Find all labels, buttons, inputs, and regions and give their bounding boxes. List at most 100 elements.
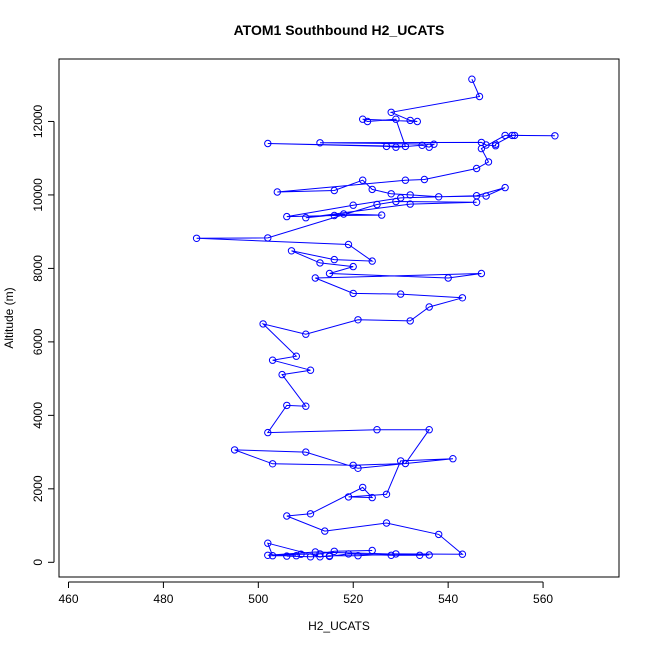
data-point (472, 164, 481, 173)
data-point (330, 547, 338, 555)
data-point (482, 192, 490, 200)
x-tick-label: 500 (248, 592, 268, 606)
data-point (482, 141, 490, 149)
data-point (449, 455, 457, 463)
data-point (268, 552, 277, 560)
y-tick-label: 4000 (31, 402, 45, 429)
data-point (354, 552, 362, 560)
data-point (316, 553, 324, 561)
data-point (382, 490, 391, 498)
y-axis-label: Altitude (m) (2, 287, 16, 348)
data-point (287, 247, 296, 255)
data-point (344, 240, 353, 249)
data-point (283, 212, 291, 221)
data-point (406, 191, 414, 199)
data-point (510, 131, 519, 140)
data-point (316, 550, 324, 558)
x-tick-label: 460 (58, 592, 78, 606)
data-point (382, 142, 391, 151)
data-point (359, 176, 367, 184)
data-point (508, 131, 516, 140)
data-point (302, 214, 310, 222)
data-point (373, 200, 381, 209)
data-point (501, 131, 509, 140)
data-point (297, 550, 305, 558)
data-point (283, 552, 291, 560)
data-point (392, 550, 400, 558)
data-point (368, 493, 376, 502)
data-point (397, 290, 405, 298)
data-point (425, 426, 433, 434)
y-tick-label: 2000 (31, 475, 45, 502)
y-tick-label: 8000 (31, 255, 45, 282)
y-tick-label: 12000 (31, 104, 45, 138)
data-point (397, 457, 405, 465)
data-point (551, 132, 559, 140)
data-point (392, 115, 400, 123)
data-point (413, 117, 421, 126)
data-point (306, 366, 315, 374)
data-point (406, 116, 414, 125)
data-point (311, 548, 319, 556)
data-point (392, 197, 400, 206)
data-point (306, 510, 315, 518)
data-point (264, 234, 272, 242)
y-tick-label: 0 (31, 559, 45, 566)
data-point (373, 426, 381, 434)
data-point (363, 117, 372, 126)
data-point (444, 274, 452, 282)
data-point (368, 546, 376, 555)
data-point (359, 483, 367, 492)
data-point (477, 144, 486, 153)
data-point (387, 551, 395, 559)
data-point (316, 259, 324, 267)
data-point (325, 269, 334, 278)
data-point (472, 198, 481, 207)
x-tick-label: 540 (438, 592, 458, 606)
data-point (368, 257, 376, 265)
data-point (330, 186, 338, 195)
data-point (406, 317, 414, 325)
data-point (273, 188, 281, 196)
data-point (283, 512, 291, 520)
data-point (435, 193, 443, 201)
series-line (196, 78, 555, 558)
data-point (401, 176, 410, 184)
data-point (397, 194, 405, 202)
x-tick-label: 520 (343, 592, 363, 606)
data-point (501, 183, 509, 192)
data-point (354, 464, 362, 472)
data-point (406, 200, 414, 208)
data-point (292, 352, 300, 360)
data-point (302, 448, 310, 456)
data-point (259, 320, 267, 328)
data-point (378, 211, 386, 219)
data-point (268, 460, 277, 468)
data-point (401, 142, 410, 151)
data-point (425, 303, 433, 311)
data-point (330, 255, 338, 264)
data-point (349, 262, 357, 271)
y-axis: 0 2000 4000 6000 8000 10000 12000 (31, 104, 55, 566)
data-point (435, 530, 443, 539)
x-axis-label: H2_UCATS (308, 619, 370, 633)
x-tick-label: 480 (153, 592, 173, 606)
data-point (491, 140, 500, 148)
data-point (387, 190, 395, 198)
x-axis: 460 480 500 520 540 560 (58, 581, 553, 606)
data-point (484, 158, 493, 166)
plot-frame (58, 58, 620, 578)
data-point (425, 551, 433, 559)
data-point (306, 553, 315, 561)
y-tick-label: 10000 (31, 178, 45, 212)
data-point (387, 108, 395, 117)
data-point (192, 234, 201, 243)
data-point (430, 140, 438, 148)
data-point (349, 201, 357, 209)
data-point (344, 550, 353, 558)
data-point (325, 552, 334, 561)
data-point (392, 143, 400, 151)
data-point (302, 330, 310, 338)
data-point (340, 210, 348, 218)
chart-title: ATOM1 Southbound H2_UCATS (234, 22, 445, 38)
